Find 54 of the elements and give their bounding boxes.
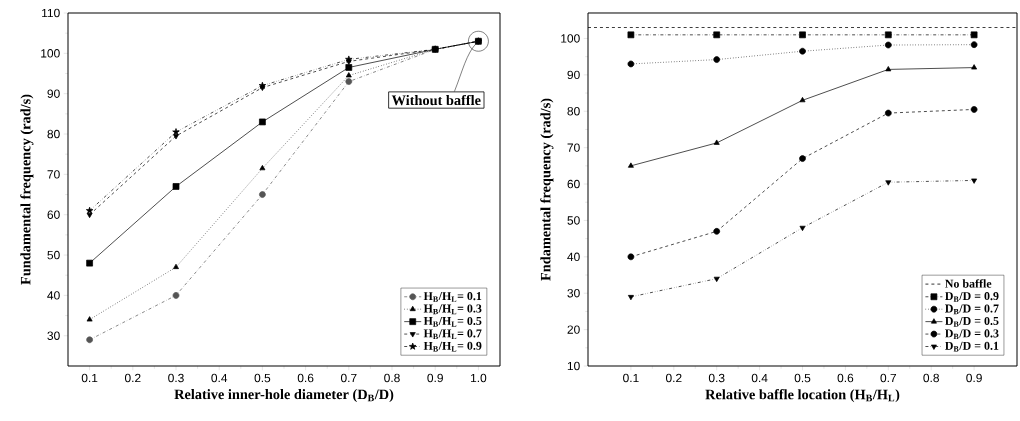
y-tick-label: 70 [47, 170, 60, 179]
legend-label: H$_{B}$/H$_{L}$= 0.7 [423, 329, 482, 340]
y-tick-label: 20 [567, 325, 580, 334]
y-tick-label: 50 [567, 216, 580, 225]
y-axis-title: Fndamental frequency (rad/s) [540, 98, 554, 281]
legend-label: D$_{B}$/D = 0.1 [945, 341, 999, 352]
x-tick-label: 0.5 [254, 373, 271, 383]
x-tick-label: 1.0 [471, 373, 487, 383]
legend-label: No baffle [945, 279, 992, 288]
y-tick-label: 50 [47, 250, 60, 260]
x-axis-title: Relative baffle location (H$_{B}$/H$_{L}$) [705, 389, 900, 403]
x-tick-label: 0.6 [837, 373, 854, 383]
legend-label: H$_{B}$/H$_{L}$= 0.3 [423, 304, 482, 315]
x-tick-label: 0.5 [794, 373, 811, 383]
x-tick-label: 0.8 [384, 373, 400, 383]
y-tick-label: 90 [47, 89, 60, 98]
y-tick-label: 40 [47, 291, 60, 300]
legend-label: H$_{B}$/H$_{L}$= 0.1 [423, 292, 482, 302]
legend-label: D$_{B}$/D = 0.3 [945, 329, 999, 340]
y-tick-label: 80 [567, 107, 580, 116]
y-tick-label: 100 [41, 49, 60, 58]
y-tick-label: 80 [47, 129, 60, 139]
legend-label: H$_{B}$/H$_{L}$= 0.9 [423, 341, 482, 352]
y-axis-title: Fundamental frequency (rad/s) [20, 94, 34, 285]
x-tick-label: 0.6 [297, 373, 314, 383]
x-axis-title: Relative inner-hole diameter (D$_{B}$/D) [174, 389, 394, 403]
legend-label: D$_{B}$/D = 0.7 [945, 304, 999, 315]
x-tick-label: 0.3 [168, 373, 184, 383]
y-tick-label: 30 [567, 288, 580, 298]
y-tick-label: 60 [567, 179, 580, 189]
x-tick-label: 0.8 [923, 373, 939, 383]
x-tick-label: 0.7 [880, 373, 897, 383]
x-tick-label: 0.4 [211, 373, 228, 383]
x-tick-label: 0.9 [427, 373, 443, 383]
x-tick-label: 0.2 [124, 373, 141, 383]
x-tick-label: 0.2 [665, 373, 682, 383]
annotation: Without baffle [391, 94, 481, 106]
y-tick-label: 40 [567, 252, 580, 262]
x-tick-label: 0.4 [751, 373, 768, 383]
x-tick-label: 0.7 [340, 373, 357, 383]
y-tick-label: 10 [567, 361, 580, 371]
x-tick-label: 0.1 [623, 373, 639, 383]
legend-label: D$_{B}$/D = 0.9 [945, 292, 999, 302]
x-tick-label: 0.1 [81, 373, 98, 383]
y-tick-label: 30 [47, 331, 60, 340]
y-tick-label: 70 [567, 143, 580, 152]
legend-label: H$_{B}$/H$_{L}$= 0.5 [423, 316, 482, 327]
x-tick-label: 0.9 [966, 373, 982, 383]
x-tick-label: 0.3 [708, 373, 725, 383]
y-tick-label: 60 [47, 210, 60, 219]
legend-label: D$_{B}$/D = 0.5 [945, 316, 999, 327]
y-tick-label: 110 [42, 8, 60, 18]
y-tick-label: 90 [567, 70, 580, 80]
y-tick-label: 100 [561, 34, 580, 43]
